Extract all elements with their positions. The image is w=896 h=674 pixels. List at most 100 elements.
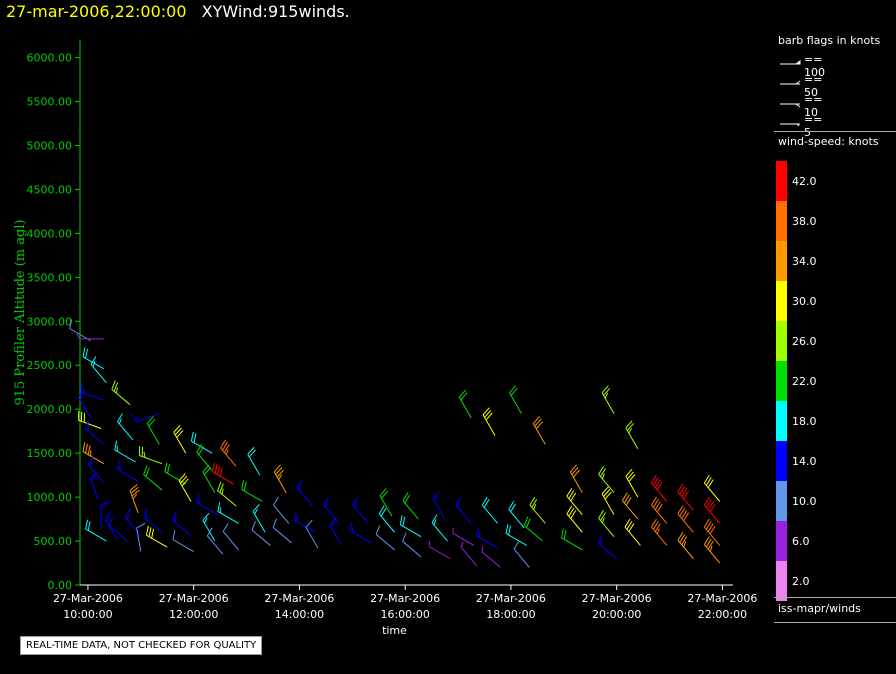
wind-barb <box>529 496 546 524</box>
quality-disclaimer: REAL-TIME DATA, NOT CHECKED FOR QUALITY <box>20 636 263 655</box>
colorbar-label: 18.0 <box>792 415 817 428</box>
x-tick-time: 14:00:00 <box>275 608 324 621</box>
x-tick-date: 27-Mar-2006 <box>159 592 229 605</box>
wind-barb <box>100 501 111 529</box>
colorbar-label: 34.0 <box>792 255 817 268</box>
wind-barb <box>329 517 343 546</box>
y-tick-label: 500.00 <box>34 535 73 548</box>
colorbar-label: 38.0 <box>792 215 817 228</box>
y-tick-label: 2500.00 <box>27 359 73 372</box>
wind-barb <box>625 420 639 450</box>
colorbar-segment <box>776 481 787 521</box>
y-tick-label: 3000.00 <box>27 315 73 328</box>
wind-barb <box>212 462 234 485</box>
wind-barb <box>402 492 419 520</box>
colorbar-segment <box>776 241 787 281</box>
wind-barb <box>247 446 261 476</box>
barb-legend-label: == 10 <box>804 93 823 119</box>
colorbar-label: 10.0 <box>792 495 817 508</box>
wind-barb <box>145 525 168 548</box>
wind-barb <box>136 523 146 552</box>
wind-barb <box>561 528 583 551</box>
wind-barb <box>432 490 446 520</box>
wind-barb <box>481 546 501 568</box>
wind-barb <box>84 419 105 445</box>
wind-barb <box>273 464 287 493</box>
barb-flag-icon <box>780 123 800 127</box>
wind-barb <box>621 492 639 520</box>
wind-barb <box>196 443 213 472</box>
wind-barb <box>146 416 160 445</box>
wind-barb <box>379 488 393 517</box>
wind-barb <box>172 530 194 553</box>
wind-barb <box>508 501 525 529</box>
wind-barb <box>305 519 319 549</box>
wind-barb <box>651 496 668 524</box>
wind-barb <box>173 424 187 454</box>
barb-legend-label: == 100 <box>804 53 825 79</box>
wind-barb <box>89 471 99 501</box>
wind-barb-plot: 0.00 500.00 1000.00 1500.00 2000.00 2500.00 30… <box>13 40 757 637</box>
legend-panel: barb flags in knots == 100 == 50 == 10 == 5… <box>774 30 896 630</box>
source-label: iss-mapr/winds <box>778 602 861 615</box>
wind-barb <box>509 385 522 414</box>
wind-barb <box>217 502 239 524</box>
wind-barb <box>703 474 721 502</box>
colorbar-segment <box>776 521 787 561</box>
colorbar-segment <box>776 201 787 241</box>
wind-barb <box>178 473 192 502</box>
barb-legend-label: == 50 <box>804 73 823 99</box>
x-tick-date: 27-Mar-2006 <box>53 592 123 605</box>
wind-barb <box>431 514 448 542</box>
wind-barb <box>458 389 472 419</box>
colorbar-segment <box>776 281 787 321</box>
legend-divider <box>774 622 896 623</box>
wind-barb <box>513 540 530 568</box>
wind-barb <box>624 518 641 546</box>
wind-barb <box>104 511 118 540</box>
wind-barb <box>220 439 237 467</box>
wind-barb <box>85 519 107 542</box>
header-title: XYWind:915winds. <box>201 2 350 21</box>
wind-barb <box>296 479 314 507</box>
colorbar-label: 22.0 <box>792 375 817 388</box>
wind-barb <box>108 516 128 542</box>
wind-barb <box>222 523 240 551</box>
wind-barb <box>566 505 583 533</box>
wind-barb <box>272 518 292 544</box>
colorbar-label: 14.0 <box>792 455 817 468</box>
wind-barb <box>190 431 213 454</box>
wind-barb <box>378 505 395 533</box>
x-tick-time: 20:00:00 <box>592 608 641 621</box>
wind-barb <box>130 413 160 423</box>
x-tick-date: 27-Mar-2006 <box>264 592 334 605</box>
colorbar-label: 6.0 <box>792 535 810 548</box>
colorbar-label: 2.0 <box>792 575 810 588</box>
wind-barb <box>455 496 472 524</box>
wind-barb <box>598 509 615 537</box>
y-tick-label: 3500.00 <box>27 271 73 284</box>
wind-barb <box>569 464 583 493</box>
barb-flag-icon <box>780 59 801 65</box>
wind-barb <box>80 382 104 401</box>
wind-barb <box>651 518 668 546</box>
wind-barb <box>505 524 528 546</box>
wind-barb <box>202 512 216 542</box>
wind-barb <box>481 496 499 524</box>
y-tick-label: 5000.00 <box>27 139 73 152</box>
wind-barb <box>677 483 694 511</box>
wind-barb <box>428 540 451 560</box>
wind-barb <box>294 510 316 533</box>
wind-barb <box>482 407 496 436</box>
colorbar-segment <box>776 441 787 481</box>
wind-barb <box>566 487 583 515</box>
wind-barb <box>597 534 617 560</box>
x-axis-label: time <box>382 624 407 637</box>
wind-barb <box>677 505 694 533</box>
wind-barb <box>601 486 615 515</box>
wind-barb <box>523 516 543 542</box>
wind-barb <box>241 480 263 502</box>
barb-legend-label: == 5 <box>804 113 823 139</box>
x-tick-time: 22:00:00 <box>698 608 747 621</box>
wind-barb <box>143 465 163 491</box>
